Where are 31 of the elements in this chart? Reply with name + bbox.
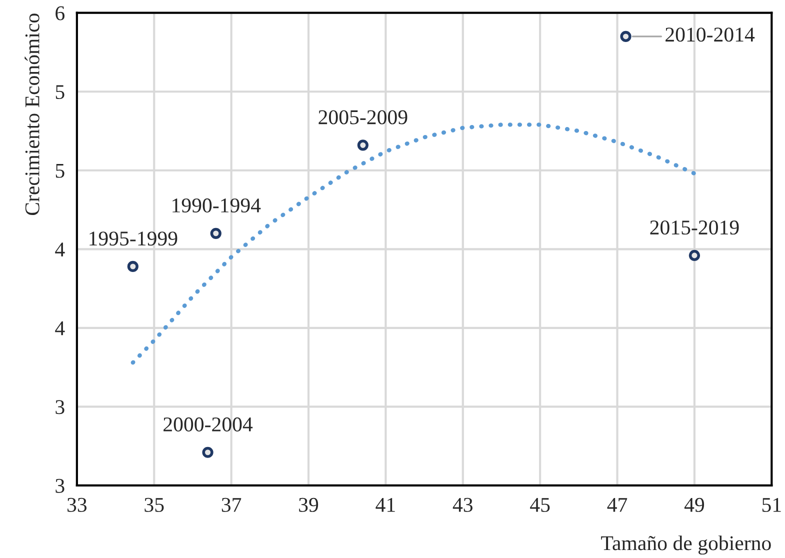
y-tick-label: 4 [55,242,65,256]
point [357,140,368,151]
x-axis-title: Tamaño de gobierno [601,536,771,555]
x-tick-label: 41 [376,498,395,512]
x-tick-label: 33 [68,498,87,512]
annotation: 2005-2009 [318,110,408,124]
x-tick-label: 37 [222,498,242,512]
x-tick-label: 49 [684,498,704,512]
y-axis-title: Crecimiento Económico [24,14,40,216]
point [127,260,138,272]
annotation: 2010-2014 [666,28,755,42]
annotation: 2015-2019 [650,220,739,235]
point [210,228,222,239]
y-tick-label: 3 [56,400,64,414]
y-tick-label: 5 [56,85,64,100]
y-tick-label: 4 [55,321,65,336]
point [620,30,632,42]
y-tick-label: 3 [56,478,64,493]
x-tick-label: 45 [530,498,550,512]
point [202,446,214,458]
annotation: 2000-2004 [164,417,253,432]
x-tick-label: 51 [762,498,781,512]
annotation: 1995-1999 [90,232,178,246]
y-tick-label: 6 [56,6,65,20]
point [688,250,700,262]
y-tick-label: 5 [56,164,64,178]
x-tick-label: 43 [452,498,472,512]
x-tick-label: 35 [144,498,164,512]
x-tick-label: 39 [299,498,318,512]
annotation: 1990-1994 [172,198,261,212]
x-tick-label: 47 [607,498,628,512]
